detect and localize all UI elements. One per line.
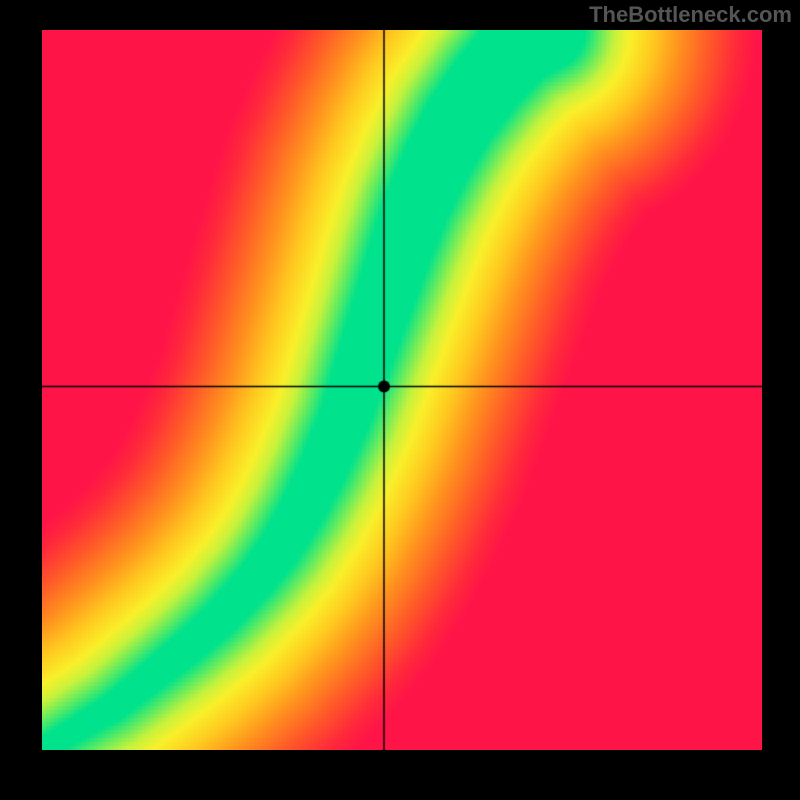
bottleneck-heatmap bbox=[42, 30, 762, 750]
watermark-text: TheBottleneck.com bbox=[589, 2, 792, 28]
chart-container: { "watermark": { "text": "TheBottleneck.… bbox=[0, 0, 800, 800]
